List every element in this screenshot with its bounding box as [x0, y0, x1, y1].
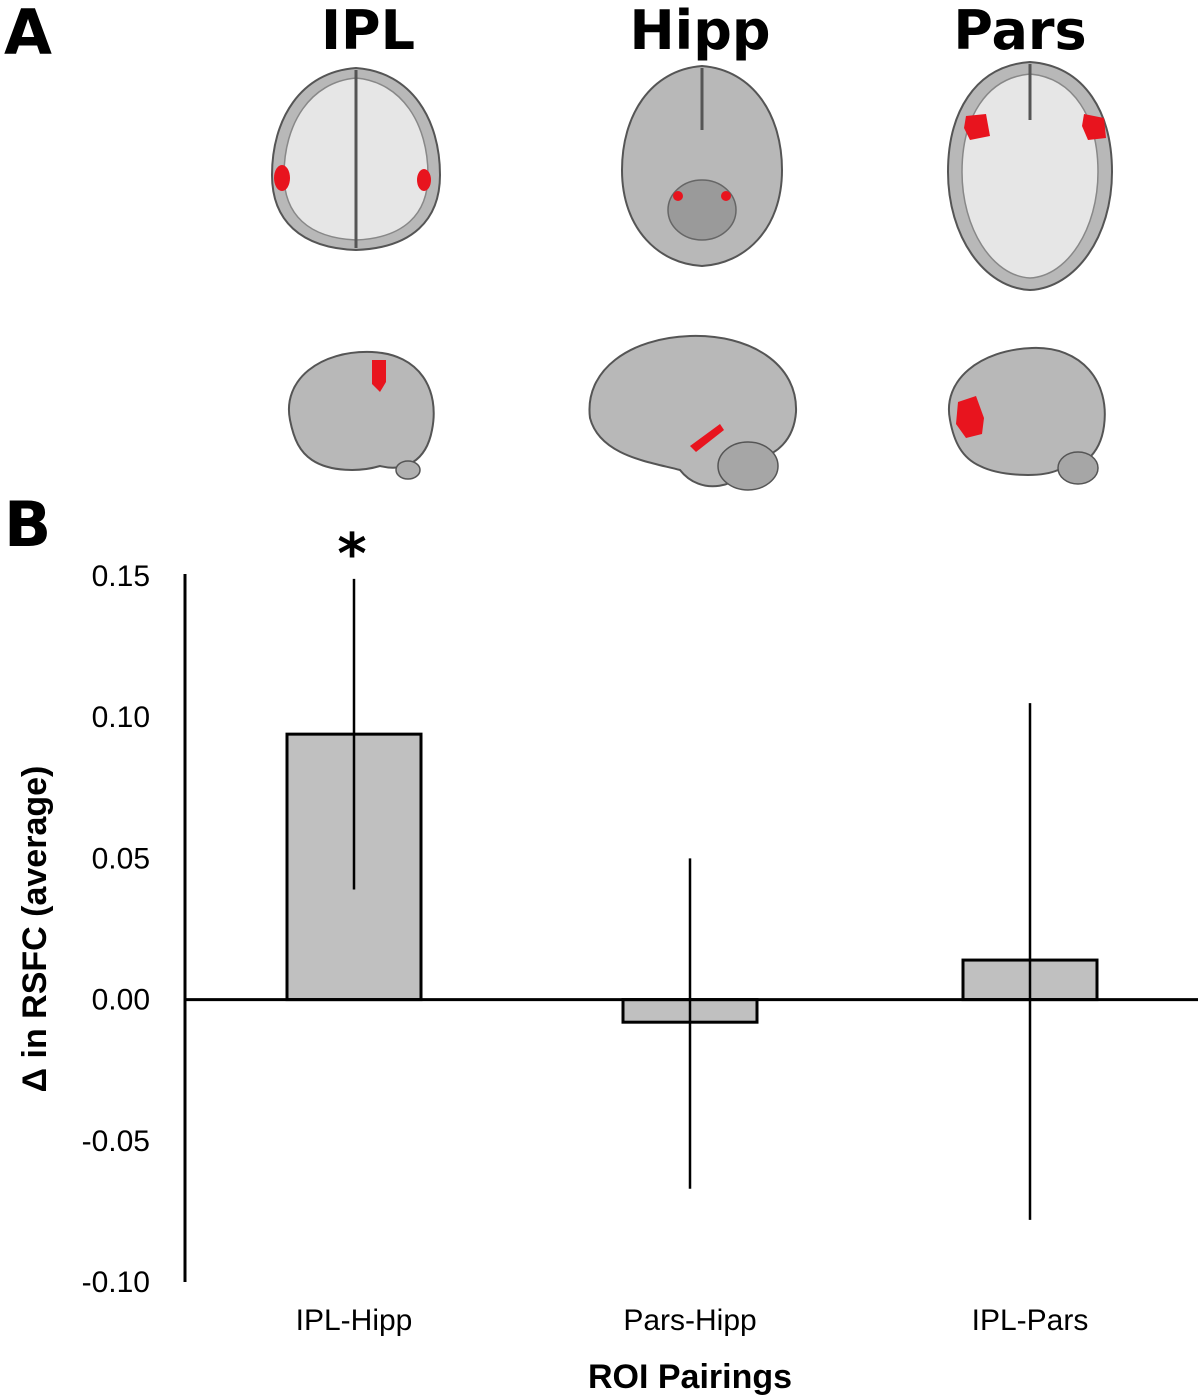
- roi-title-pars: Pars: [953, 0, 1087, 62]
- x-category-label: IPL-Hipp: [296, 1304, 413, 1337]
- brain-pars-axial: [946, 60, 1114, 292]
- roi-marker: [274, 165, 290, 191]
- roi-title-hipp: Hipp: [629, 0, 771, 62]
- panel-b-label: B: [4, 488, 52, 561]
- brain-ipl-axial: [270, 66, 442, 252]
- y-tick-label: 0.00: [92, 984, 150, 1017]
- x-category-label: IPL-Pars: [972, 1304, 1089, 1337]
- y-tick-label: 0.05: [92, 842, 150, 875]
- y-tick-label: -0.10: [82, 1266, 150, 1299]
- x-axis-title: ROI Pairings: [588, 1358, 792, 1396]
- brain-pars-sagittal: [947, 346, 1106, 485]
- brain-ipl-sagittal: [287, 350, 435, 480]
- roi-title-ipl: IPL: [320, 0, 416, 62]
- brain-hipp-axial: [620, 64, 784, 268]
- y-tick-label: -0.05: [82, 1125, 150, 1158]
- brain-images: [270, 60, 1114, 491]
- y-tick-label: 0.10: [92, 701, 150, 734]
- significance-marker: *: [337, 522, 366, 587]
- y-tick-label: 0.15: [92, 560, 150, 593]
- y-axis-title: Δ in RSFC (average): [16, 766, 54, 1093]
- x-category-label: Pars-Hipp: [623, 1304, 756, 1337]
- roi-marker: [417, 169, 431, 191]
- brain-hipp-sagittal: [588, 334, 798, 491]
- panel-a-label: A: [4, 0, 52, 69]
